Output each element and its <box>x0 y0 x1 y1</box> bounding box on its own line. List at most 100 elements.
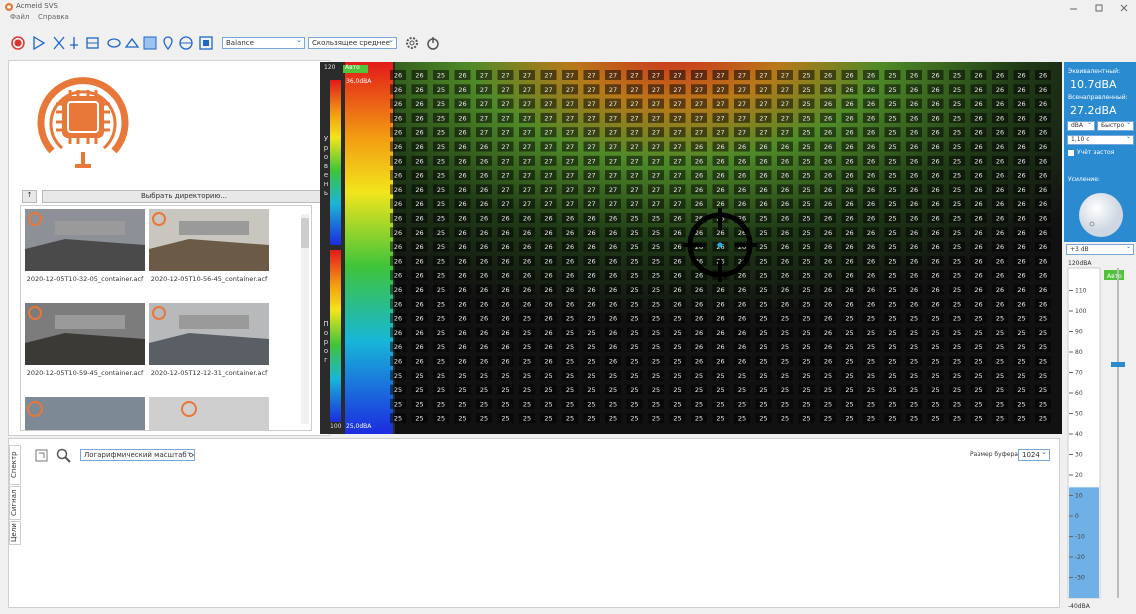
cell-value: 25 <box>716 386 724 394</box>
cell-value: 26 <box>931 286 939 294</box>
cell: 27 <box>777 113 793 123</box>
status <box>1040 605 1130 611</box>
cell: 25 <box>799 256 815 266</box>
cell: 25 <box>1014 313 1030 323</box>
cell-value: 26 <box>458 100 466 108</box>
cell-value: 27 <box>566 114 574 122</box>
gain-knob[interactable] <box>1076 190 1126 240</box>
cell-value: 26 <box>867 200 875 208</box>
menu-help[interactable]: Справка <box>38 13 69 21</box>
mode-select[interactable]: Balance <box>222 37 305 49</box>
cell: 26 <box>390 142 406 152</box>
cell: 25 <box>1035 385 1051 395</box>
cell-value: 25 <box>544 372 552 380</box>
cell-value: 25 <box>759 243 767 251</box>
cell-value: 26 <box>695 143 703 151</box>
cell: 26 <box>412 170 428 180</box>
cell: 26 <box>562 213 578 223</box>
cell: 25 <box>756 370 772 380</box>
cell-value: 26 <box>458 343 466 351</box>
cell-value: 26 <box>996 257 1004 265</box>
cell: 27 <box>519 99 535 109</box>
cell-value: 25 <box>802 143 810 151</box>
cell-value: 25 <box>974 343 982 351</box>
cell: 27 <box>541 113 557 123</box>
averaging-select[interactable]: Скользящее среднее <box>308 37 397 49</box>
cell: 25 <box>885 370 901 380</box>
settings-icons[interactable] <box>404 34 444 52</box>
cell: 26 <box>820 227 836 237</box>
cell-value: 27 <box>630 200 638 208</box>
cell-value: 25 <box>888 186 896 194</box>
cell: 26 <box>906 270 922 280</box>
cell-value: 27 <box>523 157 531 165</box>
cell: 26 <box>390 99 406 109</box>
cell-value: 26 <box>695 286 703 294</box>
cell: 26 <box>713 170 729 180</box>
speed-select[interactable]: Быстро <box>1097 121 1134 131</box>
cell-value: 26 <box>544 343 552 351</box>
cell-value: 25 <box>953 272 961 280</box>
cell: 26 <box>863 299 879 309</box>
window-controls[interactable] <box>1065 2 1135 14</box>
cell: 25 <box>992 399 1008 409</box>
cell: 26 <box>455 342 471 352</box>
cell-value: 25 <box>630 215 638 223</box>
cell: 26 <box>906 285 922 295</box>
cell: 26 <box>584 213 600 223</box>
cell: 26 <box>476 327 492 337</box>
time-input[interactable]: 1,10 с <box>1067 135 1134 145</box>
cell: 25 <box>476 385 492 395</box>
cell-value: 25 <box>931 372 939 380</box>
cell: 25 <box>949 227 965 237</box>
cell-value: 25 <box>953 143 961 151</box>
cell-value: 25 <box>888 415 896 423</box>
scrollbar[interactable] <box>301 214 309 424</box>
gain-input[interactable]: +3 dB <box>1066 244 1134 255</box>
top-value: 36,0dBA <box>346 78 371 85</box>
cell: 27 <box>498 127 514 137</box>
stale-checkbox[interactable]: Учёт застоя <box>1077 149 1114 156</box>
cell: 26 <box>863 156 879 166</box>
cell-value: 27 <box>544 86 552 94</box>
cell: 25 <box>949 370 965 380</box>
menu-file[interactable]: Файл <box>10 13 29 21</box>
cell-value: 27 <box>544 172 552 180</box>
cell-value: 25 <box>781 400 789 408</box>
toolbar-icons[interactable] <box>10 34 220 54</box>
cell-value: 27 <box>673 129 681 137</box>
cell-value: 26 <box>1039 272 1047 280</box>
cell: 27 <box>627 156 643 166</box>
slider-handle[interactable] <box>1111 362 1125 367</box>
cell-value: 26 <box>480 200 488 208</box>
cell-value: 25 <box>888 114 896 122</box>
cell: 27 <box>670 113 686 123</box>
cell-value: 26 <box>1017 229 1025 237</box>
cell-value: 25 <box>953 358 961 366</box>
cell-value: 25 <box>652 329 660 337</box>
cell: 26 <box>820 213 836 223</box>
cell-value: 26 <box>996 186 1004 194</box>
cell-value: 25 <box>953 72 961 80</box>
weighting-select[interactable]: dBA <box>1067 121 1095 131</box>
cell: 27 <box>648 142 664 152</box>
cell-value: 25 <box>437 343 445 351</box>
choose-dir-button[interactable]: Выбрать директорию... <box>42 190 326 203</box>
cell-value: 25 <box>759 415 767 423</box>
cell-value: 26 <box>845 129 853 137</box>
cell-value: 26 <box>1017 114 1025 122</box>
cell: 26 <box>863 227 879 237</box>
cell-value: 25 <box>974 315 982 323</box>
checkbox[interactable] <box>1068 150 1074 156</box>
cell-value: 26 <box>716 300 724 308</box>
cell: 26 <box>390 356 406 366</box>
cell-value: 26 <box>1039 157 1047 165</box>
cell-value: 25 <box>652 415 660 423</box>
up-button[interactable]: ↑ <box>22 190 37 203</box>
auto-label[interactable]: Авто <box>345 64 360 71</box>
cell-value: 26 <box>1039 286 1047 294</box>
cell: 26 <box>756 170 772 180</box>
cell: 25 <box>777 327 793 337</box>
cell: 26 <box>734 170 750 180</box>
cell-value: 25 <box>1039 315 1047 323</box>
